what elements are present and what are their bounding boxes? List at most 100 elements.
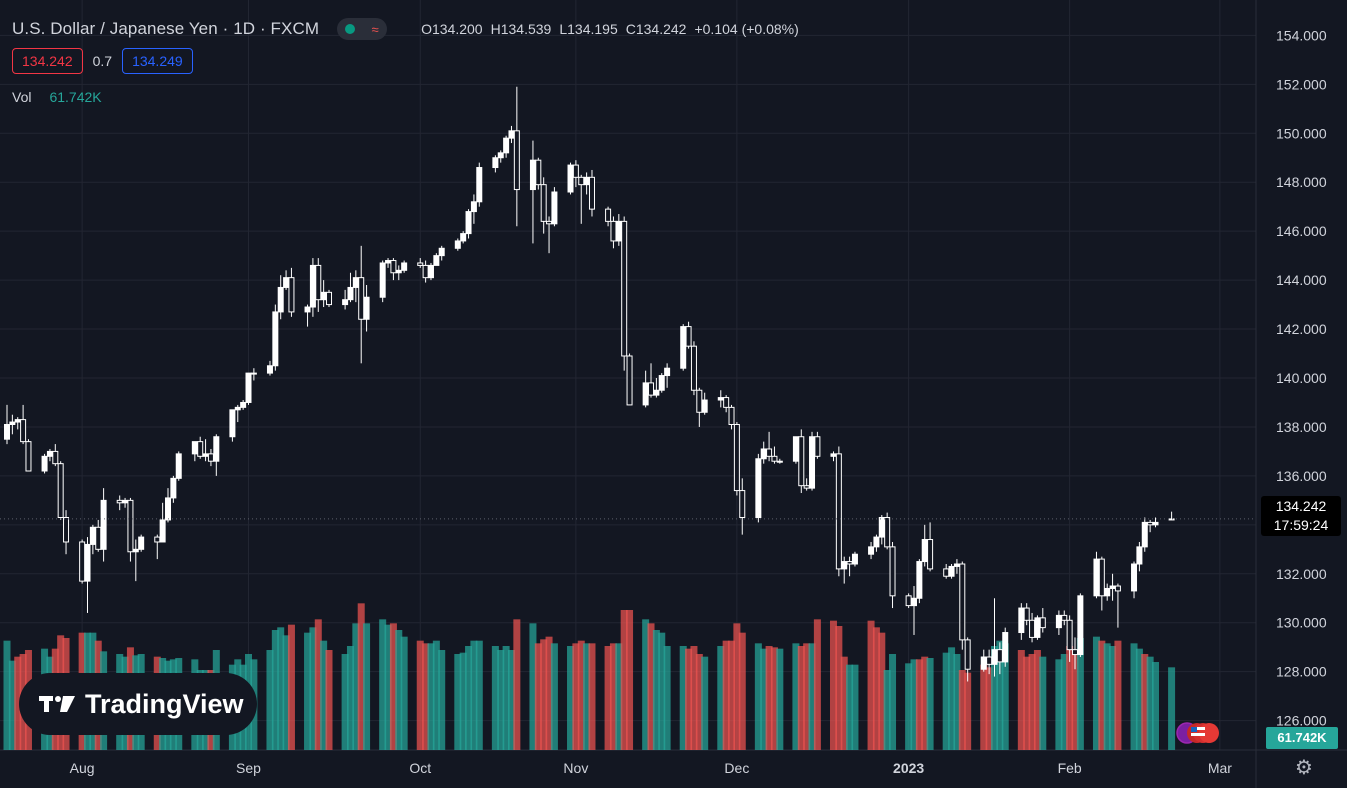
candle-body bbox=[690, 345, 697, 391]
volume-bar bbox=[1055, 659, 1063, 750]
candle-body bbox=[685, 326, 692, 347]
volume-bar bbox=[454, 654, 462, 750]
candle-body bbox=[830, 453, 837, 457]
candle-body bbox=[470, 201, 477, 213]
buy-price-button[interactable]: 134.249 bbox=[122, 48, 193, 74]
candle-body bbox=[57, 463, 64, 519]
volume-bar bbox=[679, 646, 687, 750]
candle-body bbox=[100, 499, 107, 550]
candle-body bbox=[626, 355, 633, 406]
candle-body bbox=[1093, 558, 1100, 597]
ohlc-item: H134.539 bbox=[491, 21, 552, 37]
candle-body bbox=[642, 382, 649, 406]
volume-bar bbox=[846, 664, 854, 750]
ohlc-item: C134.242 bbox=[626, 21, 687, 37]
tradingview-logo-icon bbox=[39, 696, 75, 712]
candle-body bbox=[873, 536, 880, 548]
candle-body bbox=[395, 269, 402, 274]
volume-bar bbox=[626, 610, 634, 750]
ohlc-key: H bbox=[490, 21, 501, 37]
candle-body bbox=[1039, 617, 1046, 629]
ohlc-key: O bbox=[421, 21, 432, 37]
tradingview-logo[interactable]: TradingView bbox=[19, 673, 257, 735]
candle-body bbox=[213, 436, 220, 462]
price-axis-tick-label: 150.000 bbox=[1276, 125, 1327, 141]
candle-body bbox=[170, 477, 177, 499]
volume-bar bbox=[1076, 638, 1084, 750]
price-axis-tick-label: 136.000 bbox=[1276, 468, 1327, 484]
ohlc-value: 134.200 bbox=[431, 21, 483, 37]
volume-bar bbox=[8, 660, 16, 750]
candle-body bbox=[342, 299, 349, 306]
candle-body bbox=[503, 137, 510, 154]
ohlc-key: C bbox=[625, 21, 636, 37]
candle-body bbox=[653, 389, 660, 396]
candle-body bbox=[229, 409, 236, 438]
candle-body bbox=[755, 458, 762, 518]
event-flags-icon[interactable] bbox=[1173, 721, 1229, 745]
volume-bar bbox=[926, 658, 934, 750]
candle-body bbox=[175, 453, 182, 479]
candle-body bbox=[1023, 607, 1030, 621]
candle-body bbox=[379, 262, 386, 298]
candle-body bbox=[245, 372, 252, 403]
volume-bar bbox=[400, 636, 408, 750]
candle-body bbox=[422, 264, 429, 279]
volume-bar bbox=[438, 650, 446, 750]
candle-body bbox=[605, 208, 612, 222]
candle-body bbox=[728, 406, 735, 425]
symbol-title[interactable]: U.S. Dollar / Japanese Yen · 1D · FXCM bbox=[12, 19, 320, 38]
data-delay-flag-icon[interactable]: ≈ bbox=[371, 21, 379, 37]
volume-bar bbox=[658, 632, 666, 750]
candle-body bbox=[1061, 614, 1068, 621]
candle-body bbox=[1141, 521, 1148, 548]
candle-body bbox=[84, 543, 91, 582]
candle-body bbox=[943, 568, 950, 577]
volume-bar bbox=[695, 654, 703, 750]
candle-body bbox=[363, 296, 370, 320]
volume-bar bbox=[792, 643, 800, 750]
volume-bar bbox=[620, 610, 628, 750]
volume-bar bbox=[958, 670, 966, 750]
volume-bar bbox=[529, 623, 537, 750]
candle-body bbox=[948, 565, 955, 577]
volume-bar bbox=[1066, 646, 1074, 750]
volume-bar bbox=[776, 648, 784, 750]
volume-bar bbox=[304, 632, 312, 750]
volume-bar bbox=[1028, 654, 1036, 750]
volume-bar bbox=[905, 663, 913, 750]
volume-bar bbox=[363, 623, 371, 750]
candle-body bbox=[771, 455, 778, 462]
volume-bar bbox=[835, 626, 843, 750]
candle-body bbox=[916, 561, 923, 599]
volume-bar bbox=[765, 646, 773, 750]
volume-bar bbox=[3, 640, 11, 750]
candle-body bbox=[723, 397, 730, 408]
tradingview-logo-text: TradingView bbox=[85, 688, 244, 719]
time-axis-tick-label: Nov bbox=[563, 760, 588, 776]
market-status-pill[interactable]: ≈ bbox=[337, 18, 388, 40]
settings-gear-icon[interactable]: ⚙ bbox=[1295, 757, 1313, 779]
volume-bar bbox=[701, 656, 709, 750]
volume-bar bbox=[427, 643, 435, 750]
volume-bar bbox=[851, 664, 859, 750]
volume-bar bbox=[1017, 650, 1025, 750]
volume-legend[interactable]: Vol 61.742K bbox=[12, 89, 102, 105]
candle-body bbox=[1152, 521, 1159, 526]
candle-body bbox=[927, 539, 934, 570]
candle-body bbox=[1066, 619, 1073, 651]
candle-body bbox=[583, 176, 590, 186]
candle-body bbox=[79, 541, 86, 582]
volume-bar bbox=[1141, 654, 1149, 750]
volume-bar bbox=[1060, 654, 1068, 750]
volume-bar bbox=[1071, 654, 1079, 750]
volume-bar bbox=[948, 647, 956, 750]
price-axis-tick-label: 144.000 bbox=[1276, 272, 1327, 288]
sell-price-button[interactable]: 134.242 bbox=[12, 48, 83, 74]
candle-body bbox=[320, 291, 327, 301]
candle-body bbox=[165, 497, 172, 521]
candle-body bbox=[116, 499, 123, 504]
candle-body bbox=[664, 367, 671, 377]
candle-body bbox=[460, 233, 467, 242]
